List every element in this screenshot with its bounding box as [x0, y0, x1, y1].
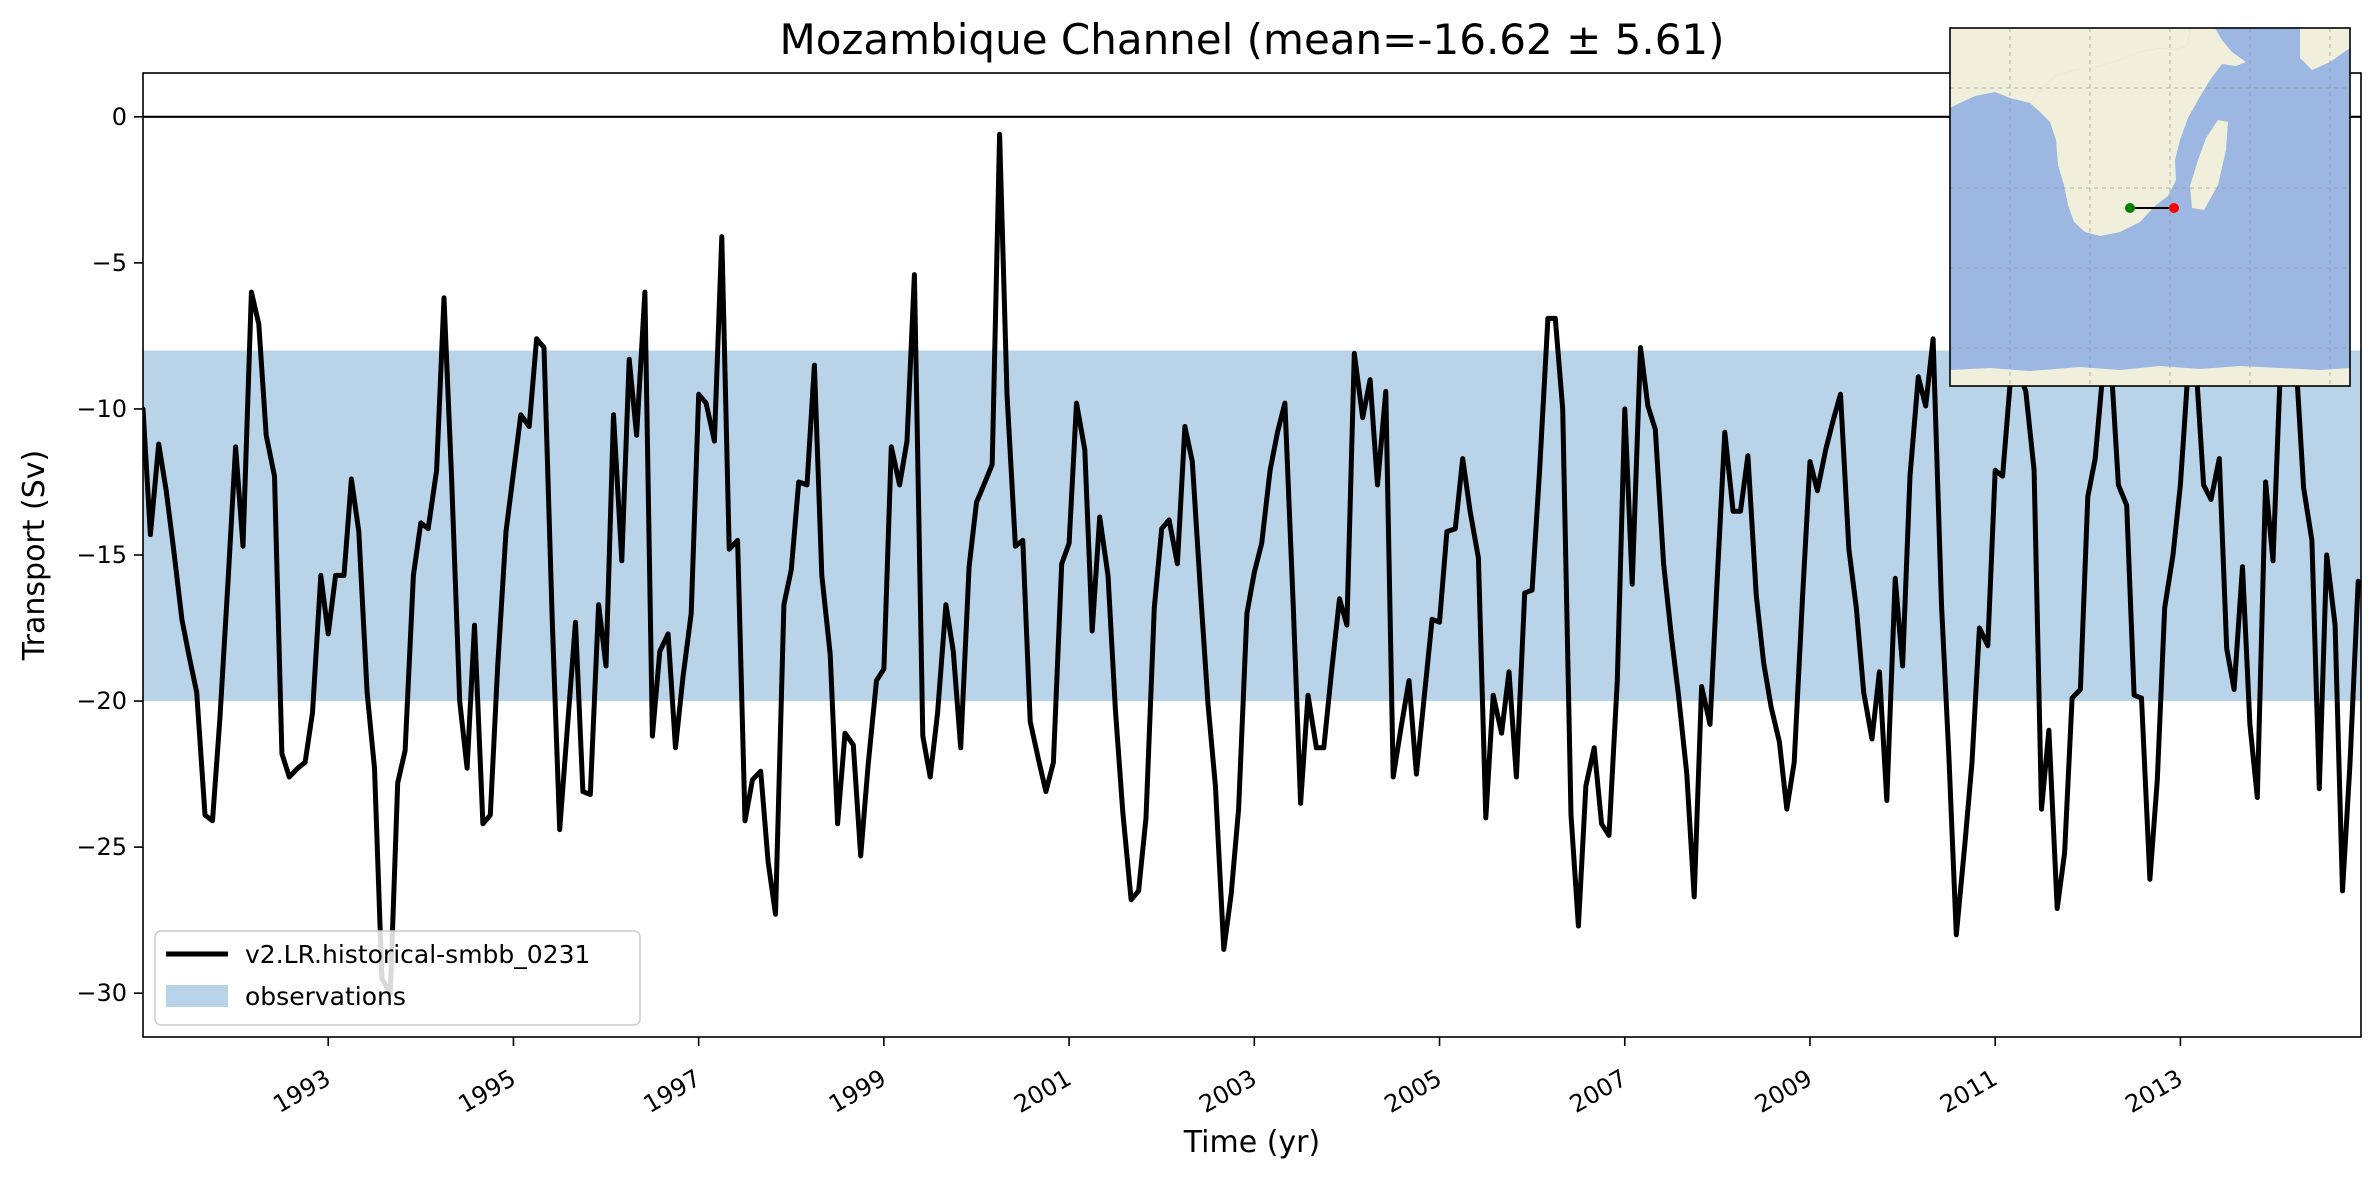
x-tick-label: 2007: [1565, 1064, 1632, 1119]
x-tick-label: 2001: [1009, 1064, 1076, 1119]
y-tick-label: −30: [76, 979, 127, 1007]
y-axis-label: Transport (Sv): [17, 450, 52, 662]
y-tick-label: −25: [76, 833, 127, 861]
legend: v2.LR.historical-smbb_0231 observations: [154, 930, 641, 1026]
x-tick-label: 2009: [1750, 1064, 1817, 1119]
y-tick-label: 0: [112, 103, 127, 131]
x-axis: 1993 1995 1997 1999 2001 2003 2005 2007 2009 2011…: [268, 1037, 2187, 1119]
map-land-arabia: [2300, 28, 2350, 70]
map-section-start-marker: [2125, 203, 2135, 213]
y-tick-label: −15: [76, 541, 127, 569]
legend-box: [154, 930, 641, 1026]
map-section-end-marker: [2169, 203, 2179, 213]
map-land-africa: [2030, 28, 2246, 236]
y-axis: 0 −5 −10 −15 −20 −25 −30: [76, 103, 143, 1007]
legend-label-model: v2.LR.historical-smbb_0231: [245, 940, 590, 969]
map-gridlines: [1950, 28, 2350, 386]
x-tick-label: 2011: [1935, 1064, 2002, 1119]
chart-title: Mozambique Channel (mean=-16.62 ± 5.61): [779, 15, 1724, 64]
inset-map: [1949, 27, 2351, 387]
x-tick-label: 1993: [268, 1064, 335, 1119]
x-tick-label: 1995: [454, 1064, 521, 1119]
series-line-transport: [143, 131, 2361, 996]
x-axis-label: Time (yr): [1183, 1125, 1320, 1160]
y-tick-label: −10: [76, 395, 127, 423]
legend-label-observations: observations: [245, 982, 406, 1011]
y-tick-label: −20: [76, 687, 127, 715]
x-tick-label: 2003: [1194, 1064, 1261, 1119]
x-tick-label: 1999: [824, 1064, 891, 1119]
inset-map-frame: [1949, 27, 2351, 387]
x-tick-label: 2005: [1380, 1064, 1447, 1119]
x-tick-label: 2013: [2121, 1064, 2188, 1119]
plot-area: [143, 115, 2361, 996]
legend-band-swatch: [166, 985, 228, 1007]
x-tick-label: 1997: [639, 1064, 706, 1119]
y-tick-label: −5: [92, 249, 127, 277]
